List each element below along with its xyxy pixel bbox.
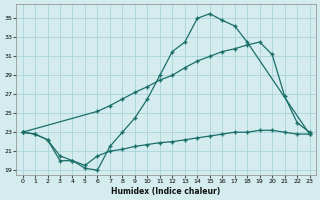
X-axis label: Humidex (Indice chaleur): Humidex (Indice chaleur)	[111, 187, 221, 196]
